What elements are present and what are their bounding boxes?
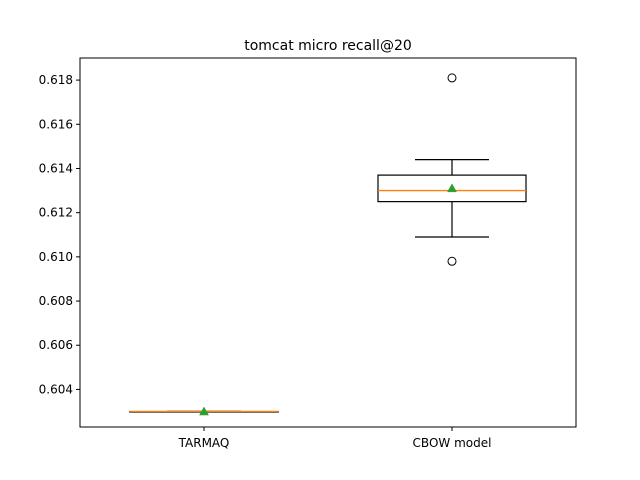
mean-marker — [199, 406, 209, 416]
x-tick-label: CBOW model — [413, 436, 492, 450]
y-tick-label: 0.606 — [39, 338, 73, 352]
y-tick-label: 0.614 — [39, 161, 73, 175]
iqr-box — [377, 174, 527, 203]
axes-frame — [79, 57, 577, 428]
y-tick-label: 0.610 — [39, 250, 73, 264]
y-tick-label: 0.608 — [39, 294, 73, 308]
outlier-point — [447, 73, 457, 83]
chart-title: tomcat micro recall@20 — [244, 38, 412, 54]
y-tick-label: 0.612 — [39, 206, 73, 220]
plot-layer: 0.604 0.606 0.608 0.610 0.612 0.614 0.616 0.618… — [39, 57, 577, 450]
y-tick-label: 0.604 — [39, 382, 73, 396]
y-tick-label: 0.618 — [39, 73, 73, 87]
x-tick-label: TARMAQ — [178, 436, 230, 450]
y-tick-label: 0.616 — [39, 117, 73, 131]
outlier-point — [447, 256, 457, 266]
mean-marker — [447, 183, 457, 193]
